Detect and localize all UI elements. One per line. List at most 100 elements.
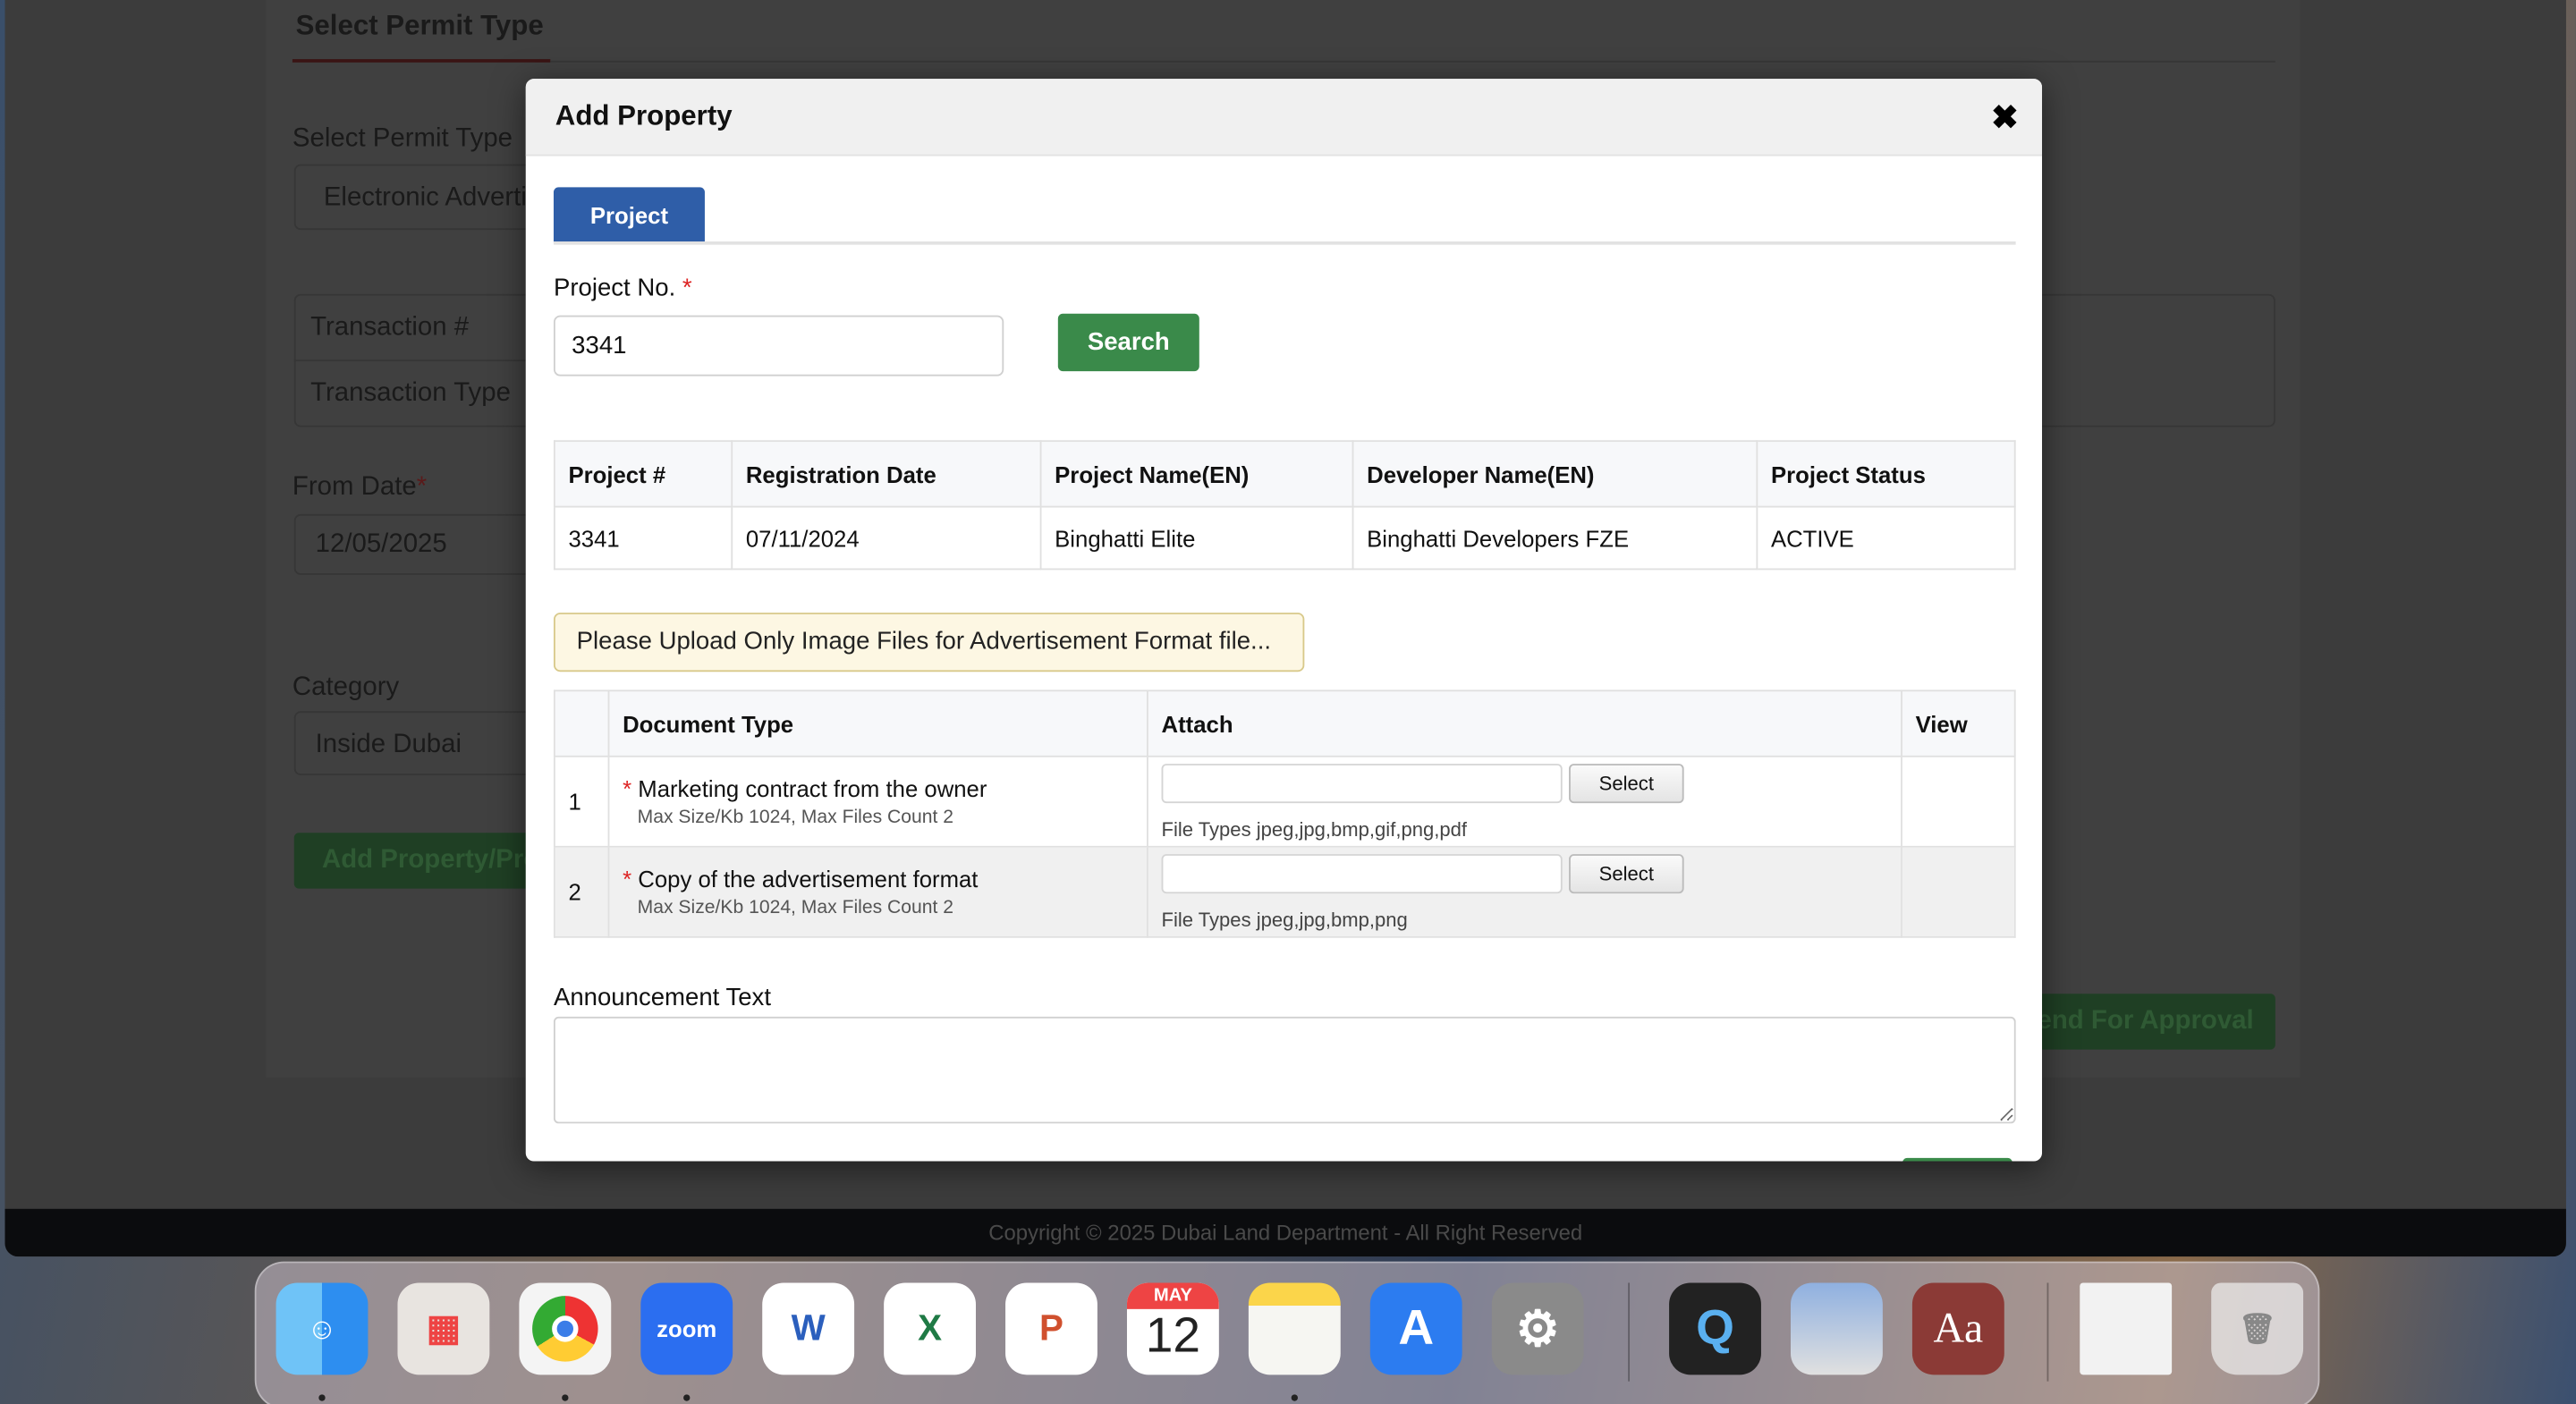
table-row[interactable]: 3341 07/11/2024 Binghatti Elite Binghatt… [553,505,2016,571]
permit-type-value: Electronic Advertis [323,183,540,212]
document-name-text: Marketing contract from the owner [638,774,987,802]
document-name: * Copy of the advertisement format [623,866,1133,892]
required-mark: * [682,274,692,302]
table-header-row: Project # Registration Date Project Name… [553,440,2016,508]
from-date-label: From Date* [292,473,427,503]
column-header: Developer Name(EN) [1352,440,1758,508]
transaction-number-label: Transaction # [310,313,470,343]
row-index: 1 [553,755,610,848]
launchpad-icon[interactable]: ▦ [397,1282,490,1375]
preview-icon[interactable] [1791,1282,1883,1375]
document-limits: Max Size/Kb 1024, Max Files Count 2 [637,898,954,918]
footer: Copyright © 2025 Dubai Land Department -… [4,1208,2566,1257]
document-name: * Marketing contract from the owner [623,775,1133,801]
document-name-text: Copy of the advertisement format [638,865,979,892]
attach-cell: Select File Types jpeg,jpg,bmp,gif,png,p… [1147,755,1902,848]
excel-icon[interactable]: X [884,1282,976,1375]
row-index: 2 [553,845,610,938]
announcement-label: Announcement Text [553,984,771,1012]
category-value: Inside Dubai [315,731,462,759]
chrome-icon[interactable] [519,1282,612,1375]
app-store-icon[interactable]: A [1369,1282,1462,1375]
trash-icon[interactable]: 🗑 [2211,1282,2304,1375]
category-select[interactable]: Inside Dubai [293,711,623,775]
from-date-value: 12/05/2025 [315,530,447,559]
dock: ☺ ▦ zoom W X P MAY 12 A ⚙ Q Aa 🗑 [254,1261,2320,1404]
modal-header [525,79,2043,156]
transaction-type-label: Transaction Type [310,379,511,408]
divider [293,359,541,362]
send-for-approval-button[interactable]: end For Approval [2009,994,2275,1050]
running-indicator [562,1394,569,1401]
table-header-row: Document Type Attach View [553,689,2016,757]
upload-warning-alert: Please Upload Only Image Files for Adver… [553,613,1305,672]
column-header: Registration Date [731,440,1042,508]
running-indicator [1291,1394,1298,1401]
dock-separator [2046,1282,2049,1382]
category-label: Category [292,673,400,702]
finder-icon[interactable]: ☺ [275,1282,369,1375]
column-header: Attach [1147,689,1902,757]
document-limits: Max Size/Kb 1024, Max Files Count 2 [637,808,954,828]
word-icon[interactable]: W [762,1282,855,1375]
system-settings-icon[interactable]: ⚙ [1491,1282,1584,1375]
from-date-text: From Date [292,472,417,502]
view-cell [1901,755,2016,848]
dock-separator [1628,1282,1631,1382]
close-icon[interactable]: ✖ [1991,100,2019,137]
calendar-month: MAY [1126,1282,1219,1309]
select-file-button[interactable]: Select [1569,853,1684,893]
document-thumbnail-icon[interactable] [2080,1282,2173,1375]
attach-cell: Select File Types jpeg,jpg,bmp,png [1147,845,1902,938]
dictionary-icon[interactable]: Aa [1911,1282,2004,1375]
required-mark: * [623,774,632,802]
file-input[interactable] [1161,853,1563,893]
project-no-input[interactable] [553,315,1004,376]
quicktime-icon[interactable]: Q [1669,1282,1761,1375]
search-button[interactable]: Search [1057,313,1199,372]
announcement-textarea[interactable] [553,1016,2016,1124]
project-no-text: Project No. [553,274,676,302]
table-row: 2 * Copy of the advertisement format Max… [553,845,2016,938]
project-number-cell: 3341 [553,505,733,571]
required-mark: * [623,865,632,892]
document-type-cell: * Marketing contract from the owner Max … [607,755,1148,848]
column-header: Project Status [1756,440,2016,508]
project-no-label: Project No. * [554,275,692,302]
table-row: 1 * Marketing contract from the owner Ma… [553,755,2016,848]
project-table: Project # Registration Date Project Name… [553,440,2016,571]
permit-type-label: Select Permit Type [292,124,513,153]
column-header: Project Name(EN) [1039,440,1354,508]
tab-project[interactable]: Project [553,187,705,243]
documents-table: Document Type Attach View 1 * Marketing … [553,689,2016,938]
submit-button-partial[interactable] [1902,1157,2012,1162]
divider [550,60,2275,63]
developer-name-cell: Binghatti Developers FZE [1352,505,1758,571]
registration-date-cell: 07/11/2024 [731,505,1042,571]
section-title: Select Permit Type [295,10,544,41]
powerpoint-icon[interactable]: P [1005,1282,1097,1375]
notes-icon[interactable] [1248,1282,1341,1375]
column-header: Document Type [607,689,1148,757]
add-property-modal: Add Property ✖ Project Project No. * Sea… [525,79,2043,1162]
calendar-day: 12 [1145,1308,1201,1364]
column-header [553,689,610,757]
running-indicator [318,1394,326,1401]
permit-type-select[interactable]: Electronic Advertis [293,164,623,231]
tab-divider [553,241,2016,245]
zoom-icon[interactable]: zoom [640,1282,733,1375]
view-cell [1901,845,2016,938]
select-file-button[interactable]: Select [1569,763,1684,803]
file-types: File Types jpeg,jpg,bmp,png [1161,907,1408,931]
title-underline [292,59,551,63]
file-types: File Types jpeg,jpg,bmp,gif,png,pdf [1161,816,1468,841]
modal-title: Add Property [555,100,733,131]
required-mark: * [416,472,428,502]
column-header: Project # [553,440,733,508]
document-type-cell: * Copy of the advertisement format Max S… [607,845,1148,938]
from-date-input[interactable]: 12/05/2025 [293,513,623,575]
calendar-icon[interactable]: MAY 12 [1126,1282,1219,1375]
file-input[interactable] [1161,763,1563,803]
project-status-cell: ACTIVE [1756,505,2016,571]
